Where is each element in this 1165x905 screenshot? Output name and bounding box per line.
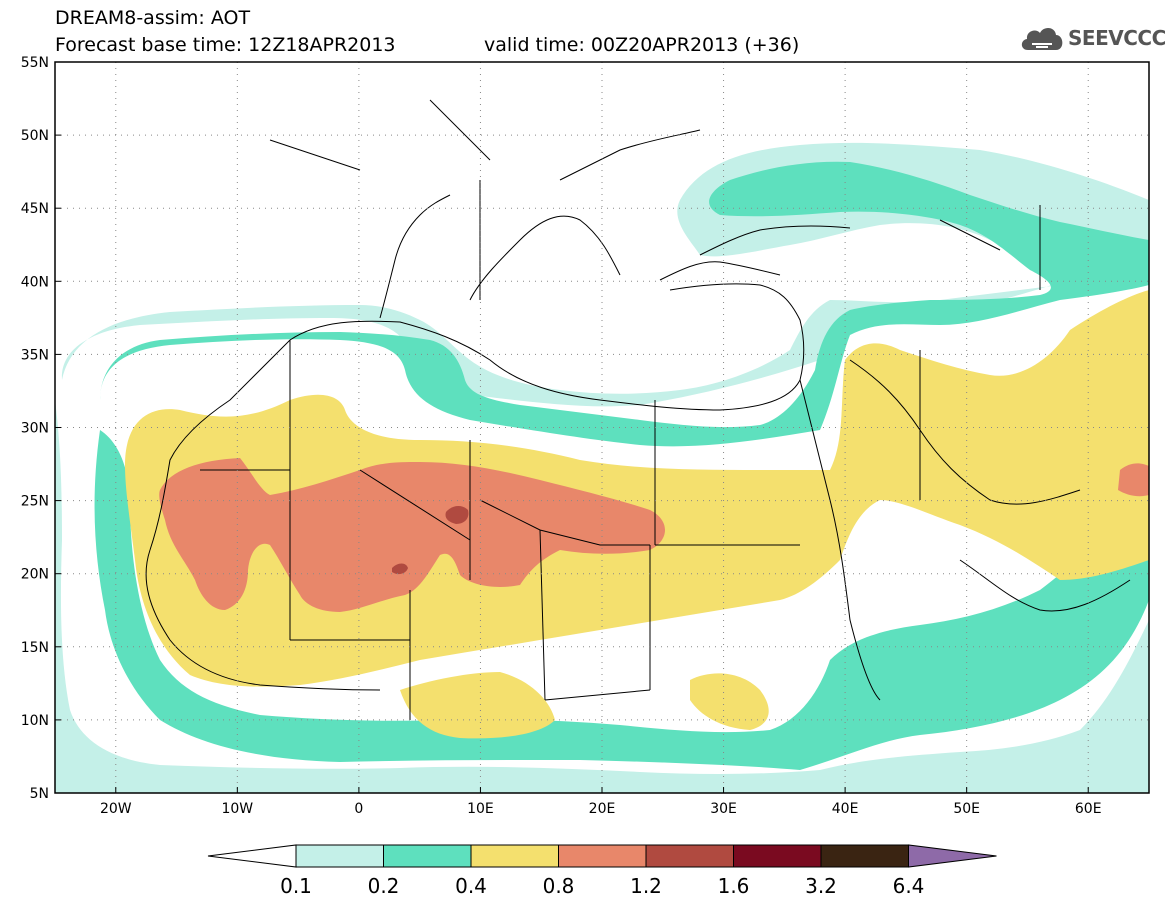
valid-time: valid time: 00Z20APR2013 (+36) [484, 34, 800, 56]
lat-label: 50N [21, 128, 49, 144]
lat-label: 10N [21, 713, 49, 729]
aot-contours [55, 62, 1149, 793]
lon-label: 10W [221, 801, 253, 817]
latitude-axis: 55N 50N 45N 40N 35N 30N 25N 20N 15N 10N 5N [21, 55, 61, 802]
colorbar-label: 0.8 [543, 874, 575, 898]
seevccc-logo: SEEVCCC [1018, 22, 1165, 56]
coastlines [145, 99, 1131, 720]
lon-label: 20W [100, 801, 132, 817]
cloud-icon [1021, 27, 1063, 50]
aot-contour-0.8 [159, 458, 1149, 612]
lon-label: 10E [467, 801, 494, 817]
colorbar-label: 3.2 [805, 874, 837, 898]
lat-label: 30N [21, 421, 49, 437]
lat-label: 25N [21, 494, 49, 510]
colorbar-label: 6.4 [893, 874, 925, 898]
colorbar-box [733, 844, 822, 868]
map-title: DREAM8-assim: AOT [55, 7, 251, 29]
lat-label: 45N [21, 201, 49, 217]
lon-label: 60E [1075, 801, 1102, 817]
colorbar-under-arrow [207, 844, 297, 868]
grid-lines [55, 62, 1149, 793]
aot-contour-1.2 [392, 506, 469, 575]
forecast-base-time: Forecast base time: 12Z18APR2013 [55, 34, 396, 56]
colorbar-box [558, 844, 647, 868]
colorbar-box [295, 844, 384, 868]
lat-label: 5N [30, 786, 49, 802]
colorbar-label: 1.2 [630, 874, 662, 898]
lat-label: 35N [21, 347, 49, 363]
lat-label: 40N [21, 274, 49, 290]
lon-label: 0 [354, 801, 363, 817]
lon-label: 30E [710, 801, 737, 817]
aot-contour-0.2 [94, 161, 1149, 771]
lon-label: 20E [589, 801, 616, 817]
colorbar: 0.1 0.2 0.4 0.8 1.2 1.6 3.2 6.4 [207, 844, 997, 898]
colorbar-box [470, 844, 559, 868]
colorbar-box [820, 844, 909, 868]
colorbar-box [383, 844, 472, 868]
colorbar-label: 0.4 [455, 874, 487, 898]
colorbar-over-arrow [908, 844, 997, 868]
colorbar-box [645, 844, 734, 868]
lat-label: 15N [21, 640, 49, 656]
colorbar-label: 0.1 [280, 874, 312, 898]
lat-label: 55N [21, 55, 49, 71]
lon-label: 40E [832, 801, 859, 817]
lat-label: 20N [21, 567, 49, 583]
longitude-axis: 20W 10W 0 10E 20E 30E 40E 50E 60E [100, 787, 1102, 817]
lon-label: 50E [953, 801, 980, 817]
logo-text: SEEVCCC [1068, 26, 1165, 50]
colorbar-label: 0.2 [368, 874, 400, 898]
colorbar-label: 1.6 [718, 874, 750, 898]
